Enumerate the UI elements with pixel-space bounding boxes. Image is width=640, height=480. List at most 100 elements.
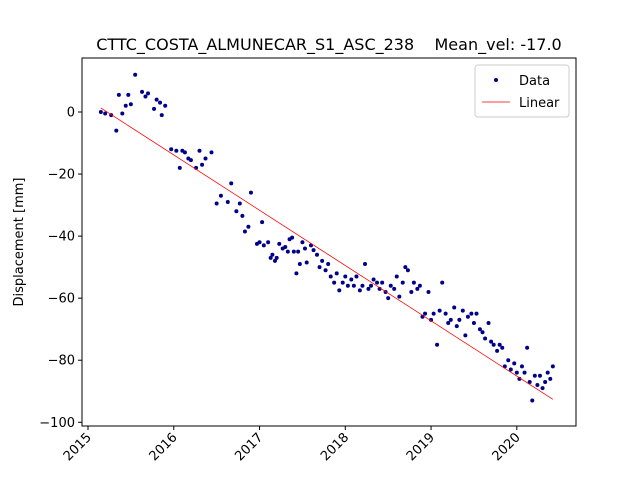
data-point [486,320,491,325]
data-point [543,379,548,384]
data-point [550,364,555,369]
data-point [457,317,462,322]
data-point [506,358,511,363]
data-point [375,280,380,285]
data-point [128,102,133,107]
data-point [188,158,193,163]
data-point [203,156,208,161]
data-point [443,311,448,316]
data-point [268,255,273,260]
data-point [469,311,474,316]
data-point [349,277,354,282]
data-point [530,398,535,403]
data-point [340,280,345,285]
legend-box [474,64,570,118]
data-point [400,280,405,285]
data-point [272,258,277,263]
data-point [311,248,316,253]
data-point [177,165,182,170]
data-point [411,280,416,285]
data-point [174,148,179,153]
data-point [471,320,476,325]
data-point [423,311,428,316]
data-point [448,317,453,322]
data-point [291,249,296,254]
data-point [290,235,295,240]
data-point [548,376,553,381]
data-point [200,162,205,167]
plot-frame [81,57,577,427]
data-point [517,376,522,381]
data-point [452,305,457,310]
data-point [123,103,128,108]
data-point [257,240,262,245]
data-point [246,224,251,229]
data-point [491,342,496,347]
data-point [163,103,168,108]
legend-marker [494,78,498,82]
data-point [274,255,279,260]
data-point [460,308,465,313]
data-point [314,252,319,257]
data-point [169,147,174,152]
data-point [261,243,266,248]
data-point [297,262,302,267]
data-point [454,324,459,329]
data-point [440,280,445,285]
data-point [474,311,479,316]
data-point [317,265,322,270]
data-point [429,317,434,322]
data-point [463,333,468,338]
data-point [369,283,374,288]
data-point [351,283,356,288]
data-point [477,327,482,332]
data-point [337,288,342,293]
legend-label: Linear [519,96,560,111]
data-point [514,370,519,375]
data-point [535,383,540,388]
data-point [489,339,494,344]
legend-label: Data [519,74,550,89]
data-point [483,336,488,341]
data-point [234,209,239,214]
data-point [159,113,164,118]
data-point [500,345,505,350]
data-point [248,190,253,195]
data-point [116,92,121,97]
data-point [437,308,442,313]
plot-area [98,72,555,403]
data-point [357,288,362,293]
data-point [266,240,271,245]
data-point [537,373,542,378]
y-tick-label: −60 [48,292,75,307]
data-point [519,364,524,369]
data-point [480,330,485,335]
y-tick-label: −100 [39,416,75,431]
data-point [133,72,138,77]
data-point [417,283,422,288]
data-point [152,106,157,111]
data-point [283,244,288,249]
chart-title: CTTC_COSTA_ALMUNECAR_S1_ASC_238 Mean_vel… [96,35,561,55]
data-point [302,246,307,251]
data-point [158,100,163,105]
data-point [229,181,234,186]
data-point [277,241,282,246]
data-point [380,280,385,285]
data-point [323,268,328,273]
data-point [285,249,290,254]
data-point [512,361,517,366]
data-point [545,370,550,375]
fit-line [100,107,554,400]
data-point [140,89,145,94]
data-point [527,379,532,384]
y-tick-label: −40 [48,230,75,245]
data-point [98,109,103,114]
data-point [508,367,513,372]
data-point [328,274,333,279]
data-point [300,240,305,245]
data-point [435,342,440,347]
y-tick-label: −20 [48,168,75,183]
data-point [497,342,502,347]
data-point [143,94,148,99]
